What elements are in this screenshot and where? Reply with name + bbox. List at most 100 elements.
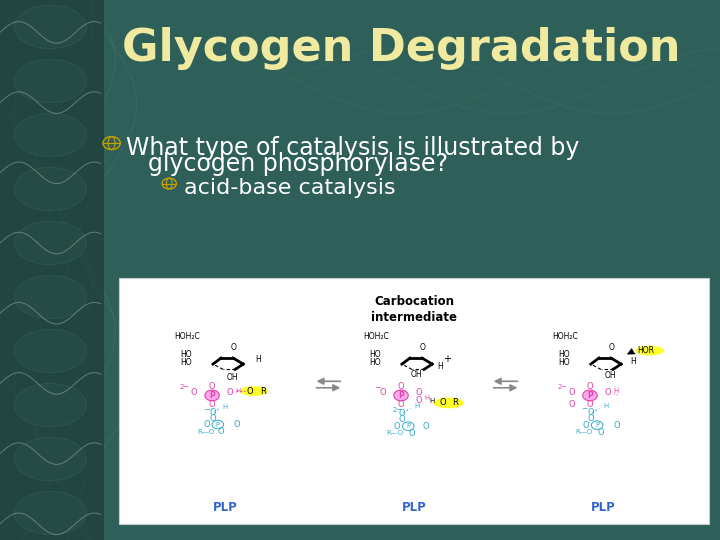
Text: HO: HO: [558, 350, 570, 359]
Text: O: O: [568, 400, 575, 409]
Text: glycogen phosphorylase?: glycogen phosphorylase?: [148, 152, 448, 176]
Ellipse shape: [635, 346, 664, 355]
Text: O: O: [394, 422, 400, 431]
Text: O: O: [439, 399, 446, 408]
Text: What type of catalysis is illustrated by: What type of catalysis is illustrated by: [126, 136, 580, 160]
Text: H: H: [630, 357, 636, 366]
Text: O: O: [587, 414, 594, 423]
Text: O: O: [604, 388, 611, 397]
Text: HO: HO: [558, 358, 570, 367]
Text: O: O: [210, 408, 216, 417]
Text: P: P: [406, 423, 410, 429]
Text: PLP: PLP: [212, 501, 238, 514]
Text: R: R: [260, 387, 266, 396]
Text: O: O: [587, 400, 593, 409]
Circle shape: [582, 390, 597, 401]
Text: O: O: [398, 409, 405, 418]
Text: O: O: [415, 388, 422, 397]
Text: H: H: [414, 403, 419, 409]
Text: P: P: [210, 391, 215, 400]
Text: R—O: R—O: [387, 430, 404, 436]
Ellipse shape: [240, 386, 268, 396]
Text: HO: HO: [369, 358, 381, 367]
Text: HOH₂C: HOH₂C: [364, 332, 390, 341]
Text: O: O: [210, 414, 216, 423]
Text: H: H: [603, 403, 608, 409]
Ellipse shape: [14, 113, 86, 157]
Ellipse shape: [433, 397, 464, 408]
Ellipse shape: [14, 5, 86, 49]
Text: −: −: [374, 383, 381, 392]
Text: O: O: [582, 421, 590, 430]
Text: P: P: [216, 422, 220, 428]
Text: −: −: [204, 406, 210, 415]
Text: O: O: [415, 396, 422, 406]
Ellipse shape: [14, 329, 86, 373]
Text: O: O: [204, 420, 210, 429]
Text: O: O: [587, 408, 594, 417]
Text: O: O: [209, 400, 215, 409]
Text: O: O: [218, 427, 225, 436]
Text: H: H: [235, 388, 240, 394]
Text: O: O: [397, 382, 405, 392]
Text: O: O: [231, 343, 237, 353]
Text: H: H: [437, 362, 443, 372]
Text: +: +: [443, 354, 451, 364]
Text: H: H: [222, 404, 228, 410]
Ellipse shape: [14, 221, 86, 265]
Text: H: H: [430, 398, 435, 404]
Text: HOH₂C: HOH₂C: [552, 332, 578, 341]
Text: O: O: [191, 388, 197, 397]
Text: H: H: [613, 388, 618, 394]
Ellipse shape: [14, 275, 86, 319]
FancyBboxPatch shape: [119, 278, 709, 524]
Text: O: O: [423, 422, 429, 431]
Text: R: R: [452, 399, 458, 408]
Text: HO: HO: [181, 350, 192, 359]
Text: −: −: [581, 404, 588, 414]
Text: O: O: [247, 387, 253, 396]
Ellipse shape: [14, 437, 86, 481]
Text: PLP: PLP: [590, 501, 616, 514]
Text: Carbocation
intermediate: Carbocation intermediate: [371, 295, 457, 325]
Text: PLP: PLP: [402, 501, 426, 514]
Text: O: O: [587, 382, 593, 392]
Text: O: O: [568, 388, 575, 397]
Text: O: O: [227, 388, 233, 397]
Text: HOH₂C: HOH₂C: [175, 332, 200, 341]
Text: OH: OH: [410, 370, 422, 380]
FancyBboxPatch shape: [0, 0, 104, 540]
Text: P: P: [595, 422, 599, 428]
Text: O: O: [597, 428, 604, 437]
Ellipse shape: [14, 167, 86, 211]
Text: HO: HO: [369, 350, 381, 359]
Text: HOR: HOR: [637, 346, 654, 355]
Text: 2−: 2−: [557, 384, 568, 390]
Text: P: P: [587, 391, 593, 400]
Text: O: O: [608, 343, 614, 353]
Circle shape: [205, 390, 220, 401]
Ellipse shape: [14, 59, 86, 103]
Text: O: O: [397, 400, 405, 409]
Text: O: O: [379, 388, 386, 397]
Text: acid-base catalysis: acid-base catalysis: [184, 178, 395, 198]
Text: 2−: 2−: [180, 384, 190, 390]
Text: O: O: [398, 415, 405, 424]
Text: O: O: [234, 420, 240, 429]
Text: O: O: [408, 429, 415, 438]
Text: H: H: [424, 395, 429, 401]
Text: OH: OH: [227, 373, 238, 382]
Text: O: O: [420, 343, 426, 353]
Text: 2−: 2−: [392, 407, 402, 413]
Text: P: P: [398, 391, 404, 400]
Text: O: O: [209, 382, 215, 392]
Text: OH: OH: [604, 372, 616, 381]
Text: Glycogen Degradation: Glycogen Degradation: [122, 27, 681, 70]
Text: O: O: [613, 421, 620, 430]
Text: H: H: [256, 355, 261, 364]
Text: HO: HO: [181, 358, 192, 367]
Circle shape: [394, 390, 408, 401]
Ellipse shape: [14, 383, 86, 427]
Text: R—O: R—O: [198, 429, 215, 435]
Ellipse shape: [14, 491, 86, 535]
